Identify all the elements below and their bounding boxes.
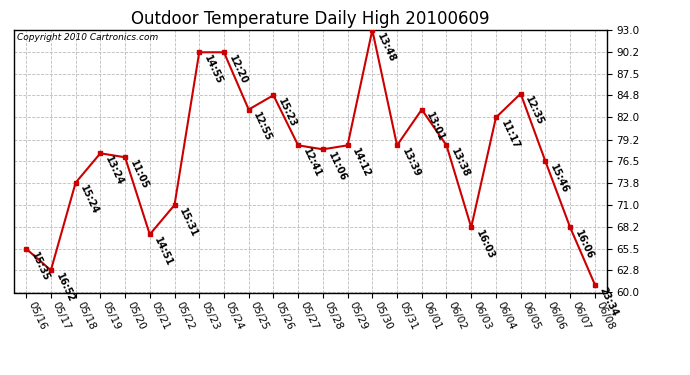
Text: 16:06: 16:06	[573, 229, 595, 261]
Text: 13:39: 13:39	[400, 147, 422, 179]
Text: 13:38: 13:38	[449, 147, 471, 179]
Text: 12:41: 12:41	[301, 147, 323, 179]
Text: 11:17: 11:17	[499, 119, 521, 151]
Text: 13:48: 13:48	[375, 32, 397, 64]
Text: 11:05: 11:05	[128, 159, 150, 191]
Text: Copyright 2010 Cartronics.com: Copyright 2010 Cartronics.com	[17, 33, 158, 42]
Text: 15:35: 15:35	[29, 250, 51, 282]
Text: 15:23: 15:23	[276, 97, 298, 129]
Text: 13:01: 13:01	[424, 111, 446, 143]
Text: 16:03: 16:03	[474, 229, 496, 261]
Text: 14:55: 14:55	[202, 54, 224, 86]
Text: 16:52: 16:52	[54, 272, 76, 304]
Text: 12:55: 12:55	[251, 111, 274, 143]
Text: 12:35: 12:35	[524, 95, 546, 128]
Text: 15:31: 15:31	[177, 206, 199, 239]
Text: 15:46: 15:46	[548, 163, 571, 195]
Text: 14:51: 14:51	[152, 236, 175, 268]
Text: 14:12: 14:12	[351, 147, 373, 179]
Text: 23:34: 23:34	[598, 286, 620, 318]
Text: 12:20: 12:20	[227, 54, 249, 86]
Title: Outdoor Temperature Daily High 20100609: Outdoor Temperature Daily High 20100609	[131, 10, 490, 28]
Text: 11:06: 11:06	[326, 151, 348, 183]
Text: 13:24: 13:24	[103, 154, 126, 187]
Text: 15:24: 15:24	[79, 184, 101, 216]
